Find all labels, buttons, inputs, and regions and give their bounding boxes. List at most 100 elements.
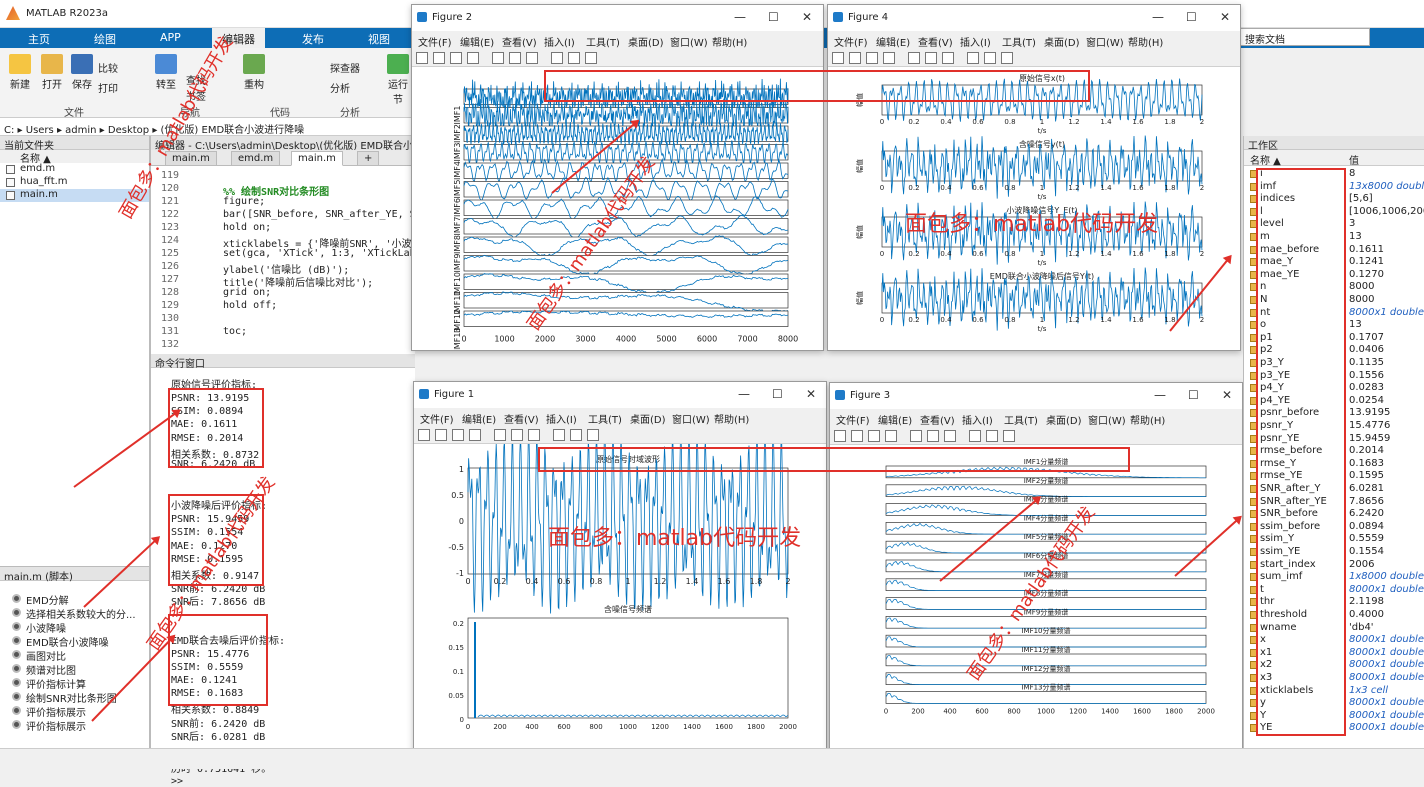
figure-menu-item[interactable]: 桌面(D): [630, 415, 666, 426]
compare-button[interactable]: 比较: [98, 64, 118, 75]
breadcrumb-admin[interactable]: admin: [65, 125, 97, 136]
editor-tab-emd[interactable]: emd.m: [231, 151, 281, 166]
toolbar-tool-icon[interactable]: [834, 430, 846, 442]
doc-search-input[interactable]: 搜索文档: [1240, 28, 1370, 46]
figure-menu-item[interactable]: 插入(I): [544, 38, 575, 49]
breadcrumb-users[interactable]: Users: [25, 125, 54, 136]
breadcrumb-drive[interactable]: C:: [4, 125, 15, 136]
figure-menu-item[interactable]: 文件(F): [834, 38, 868, 49]
workspace-col-value[interactable]: 值: [1349, 156, 1359, 167]
figure-menu-item[interactable]: 桌面(D): [1044, 38, 1080, 49]
figure-menu-item[interactable]: 桌面(D): [628, 38, 664, 49]
close-icon[interactable]: ✕: [1220, 10, 1231, 24]
figure-menu-item[interactable]: 工具(T): [1004, 416, 1038, 427]
workspace-col-name[interactable]: 名称 ▲: [1250, 156, 1281, 167]
toolbar-tool-icon[interactable]: [851, 430, 863, 442]
toolbar-tool-icon[interactable]: [883, 52, 895, 64]
figure-menu-item[interactable]: 文件(F): [418, 38, 452, 49]
figure-menu-item[interactable]: 编辑(E): [878, 416, 913, 427]
editor-tab-main-1[interactable]: main.m: [165, 151, 217, 166]
file-hua-fft[interactable]: hua_fft.m: [0, 176, 149, 189]
figure-menu-item[interactable]: 窗口(W): [1088, 416, 1126, 427]
figure-menu-item[interactable]: 查看(V): [918, 38, 953, 49]
maximize-icon[interactable]: ☐: [768, 10, 779, 24]
figure-menu-item[interactable]: 桌面(D): [1046, 416, 1082, 427]
toolbar-tool-icon[interactable]: [469, 429, 481, 441]
toolbar-tool-icon[interactable]: [570, 429, 582, 441]
bookmark-button[interactable]: 书签: [186, 92, 206, 103]
figure-menu-item[interactable]: 帮助(H): [714, 415, 750, 426]
toolbar-tool-icon[interactable]: [433, 52, 445, 64]
toolbar-tool-icon[interactable]: [416, 52, 428, 64]
figure-menu-item[interactable]: 窗口(W): [670, 38, 708, 49]
toolbar-tool-icon[interactable]: [944, 430, 956, 442]
col-name-header[interactable]: 名称 ▲: [0, 150, 149, 165]
explorer-button[interactable]: 探查器: [330, 64, 360, 75]
maximize-icon[interactable]: ☐: [1188, 388, 1199, 402]
maximize-icon[interactable]: ☐: [772, 387, 783, 401]
script-section-item[interactable]: 评价指标展示: [0, 717, 149, 731]
figure-menu-item[interactable]: 插入(I): [960, 38, 991, 49]
figure-menu-item[interactable]: 帮助(H): [1130, 416, 1166, 427]
tab-home[interactable]: 主页: [28, 33, 50, 46]
toolbar-tool-icon[interactable]: [986, 430, 998, 442]
script-section-item[interactable]: EMD联合小波降噪: [0, 633, 149, 647]
toolbar-tool-icon[interactable]: [832, 52, 844, 64]
analyze-button[interactable]: 分析: [330, 84, 350, 95]
open-button[interactable]: 打开: [38, 54, 66, 91]
figure-menu-item[interactable]: 工具(T): [586, 38, 620, 49]
minimize-icon[interactable]: —: [1152, 10, 1164, 24]
toolbar-tool-icon[interactable]: [1003, 430, 1015, 442]
toolbar-tool-icon[interactable]: [1001, 52, 1013, 64]
command-window[interactable]: 命令行窗口 原始信号评价指标: PSNR: 13.9195 SSIM: 0.0894…: [150, 354, 415, 787]
toolbar-tool-icon[interactable]: [528, 429, 540, 441]
figure-menu-item[interactable]: 文件(F): [420, 415, 454, 426]
toolbar-tool-icon[interactable]: [553, 429, 565, 441]
figure-menu-item[interactable]: 编辑(E): [876, 38, 911, 49]
figure-menu-item[interactable]: 编辑(E): [460, 38, 495, 49]
tab-apps[interactable]: APP: [160, 31, 181, 44]
figure-menu-item[interactable]: 查看(V): [504, 415, 539, 426]
toolbar-tool-icon[interactable]: [492, 52, 504, 64]
minimize-icon[interactable]: —: [738, 387, 750, 401]
toolbar-tool-icon[interactable]: [467, 52, 479, 64]
toolbar-tool-icon[interactable]: [866, 52, 878, 64]
toolbar-tool-icon[interactable]: [551, 52, 563, 64]
minimize-icon[interactable]: —: [734, 10, 746, 24]
figure-2-window[interactable]: Figure 2 — ☐ ✕ 文件(F) 编辑(E) 查看(V) 插入(I) 工具(T) 桌面…: [411, 4, 824, 352]
script-section-item[interactable]: 小波降噪: [0, 619, 149, 633]
figure-menu-item[interactable]: 插入(I): [962, 416, 993, 427]
toolbar-tool-icon[interactable]: [509, 52, 521, 64]
toolbar-tool-icon[interactable]: [418, 429, 430, 441]
figure-menu-item[interactable]: 窗口(W): [672, 415, 710, 426]
toolbar-tool-icon[interactable]: [925, 52, 937, 64]
tab-plots[interactable]: 绘图: [94, 33, 116, 46]
new-button[interactable]: 新建: [6, 54, 34, 91]
figure-menu-item[interactable]: 文件(F): [836, 416, 870, 427]
file-emd[interactable]: emd.m: [0, 163, 149, 176]
figure-3-window[interactable]: Figure 3 — ☐ ✕ 文件(F) 编辑(E) 查看(V) 插入(I) 工具(T) 桌面…: [829, 382, 1243, 753]
toolbar-tool-icon[interactable]: [511, 429, 523, 441]
toolbar-tool-icon[interactable]: [868, 430, 880, 442]
figure-menu-item[interactable]: 插入(I): [546, 415, 577, 426]
figure-menu-item[interactable]: 帮助(H): [1128, 38, 1164, 49]
tab-view[interactable]: 视图: [368, 33, 390, 46]
figure-1-window[interactable]: Figure 1 — ☐ ✕ 文件(F) 编辑(E) 查看(V) 插入(I) 工具(T) 桌面…: [413, 381, 827, 753]
new-tab-button[interactable]: +: [357, 151, 380, 166]
toolbar-tool-icon[interactable]: [587, 429, 599, 441]
tab-editor[interactable]: 编辑器: [212, 28, 265, 48]
toolbar-tool-icon[interactable]: [942, 52, 954, 64]
figure-menu-item[interactable]: 工具(T): [588, 415, 622, 426]
script-section-item[interactable]: 画图对比: [0, 647, 149, 661]
goto-button[interactable]: 转至: [152, 54, 180, 91]
toolbar-tool-icon[interactable]: [910, 430, 922, 442]
script-section-item[interactable]: EMD分解: [0, 591, 149, 605]
figure-menu-item[interactable]: 帮助(H): [712, 38, 748, 49]
save-button[interactable]: 保存: [68, 54, 96, 91]
script-section-item[interactable]: 评价指标展示: [0, 703, 149, 717]
toolbar-tool-icon[interactable]: [568, 52, 580, 64]
toolbar-tool-icon[interactable]: [585, 52, 597, 64]
toolbar-tool-icon[interactable]: [494, 429, 506, 441]
toolbar-tool-icon[interactable]: [452, 429, 464, 441]
figure-menu-item[interactable]: 工具(T): [1002, 38, 1036, 49]
